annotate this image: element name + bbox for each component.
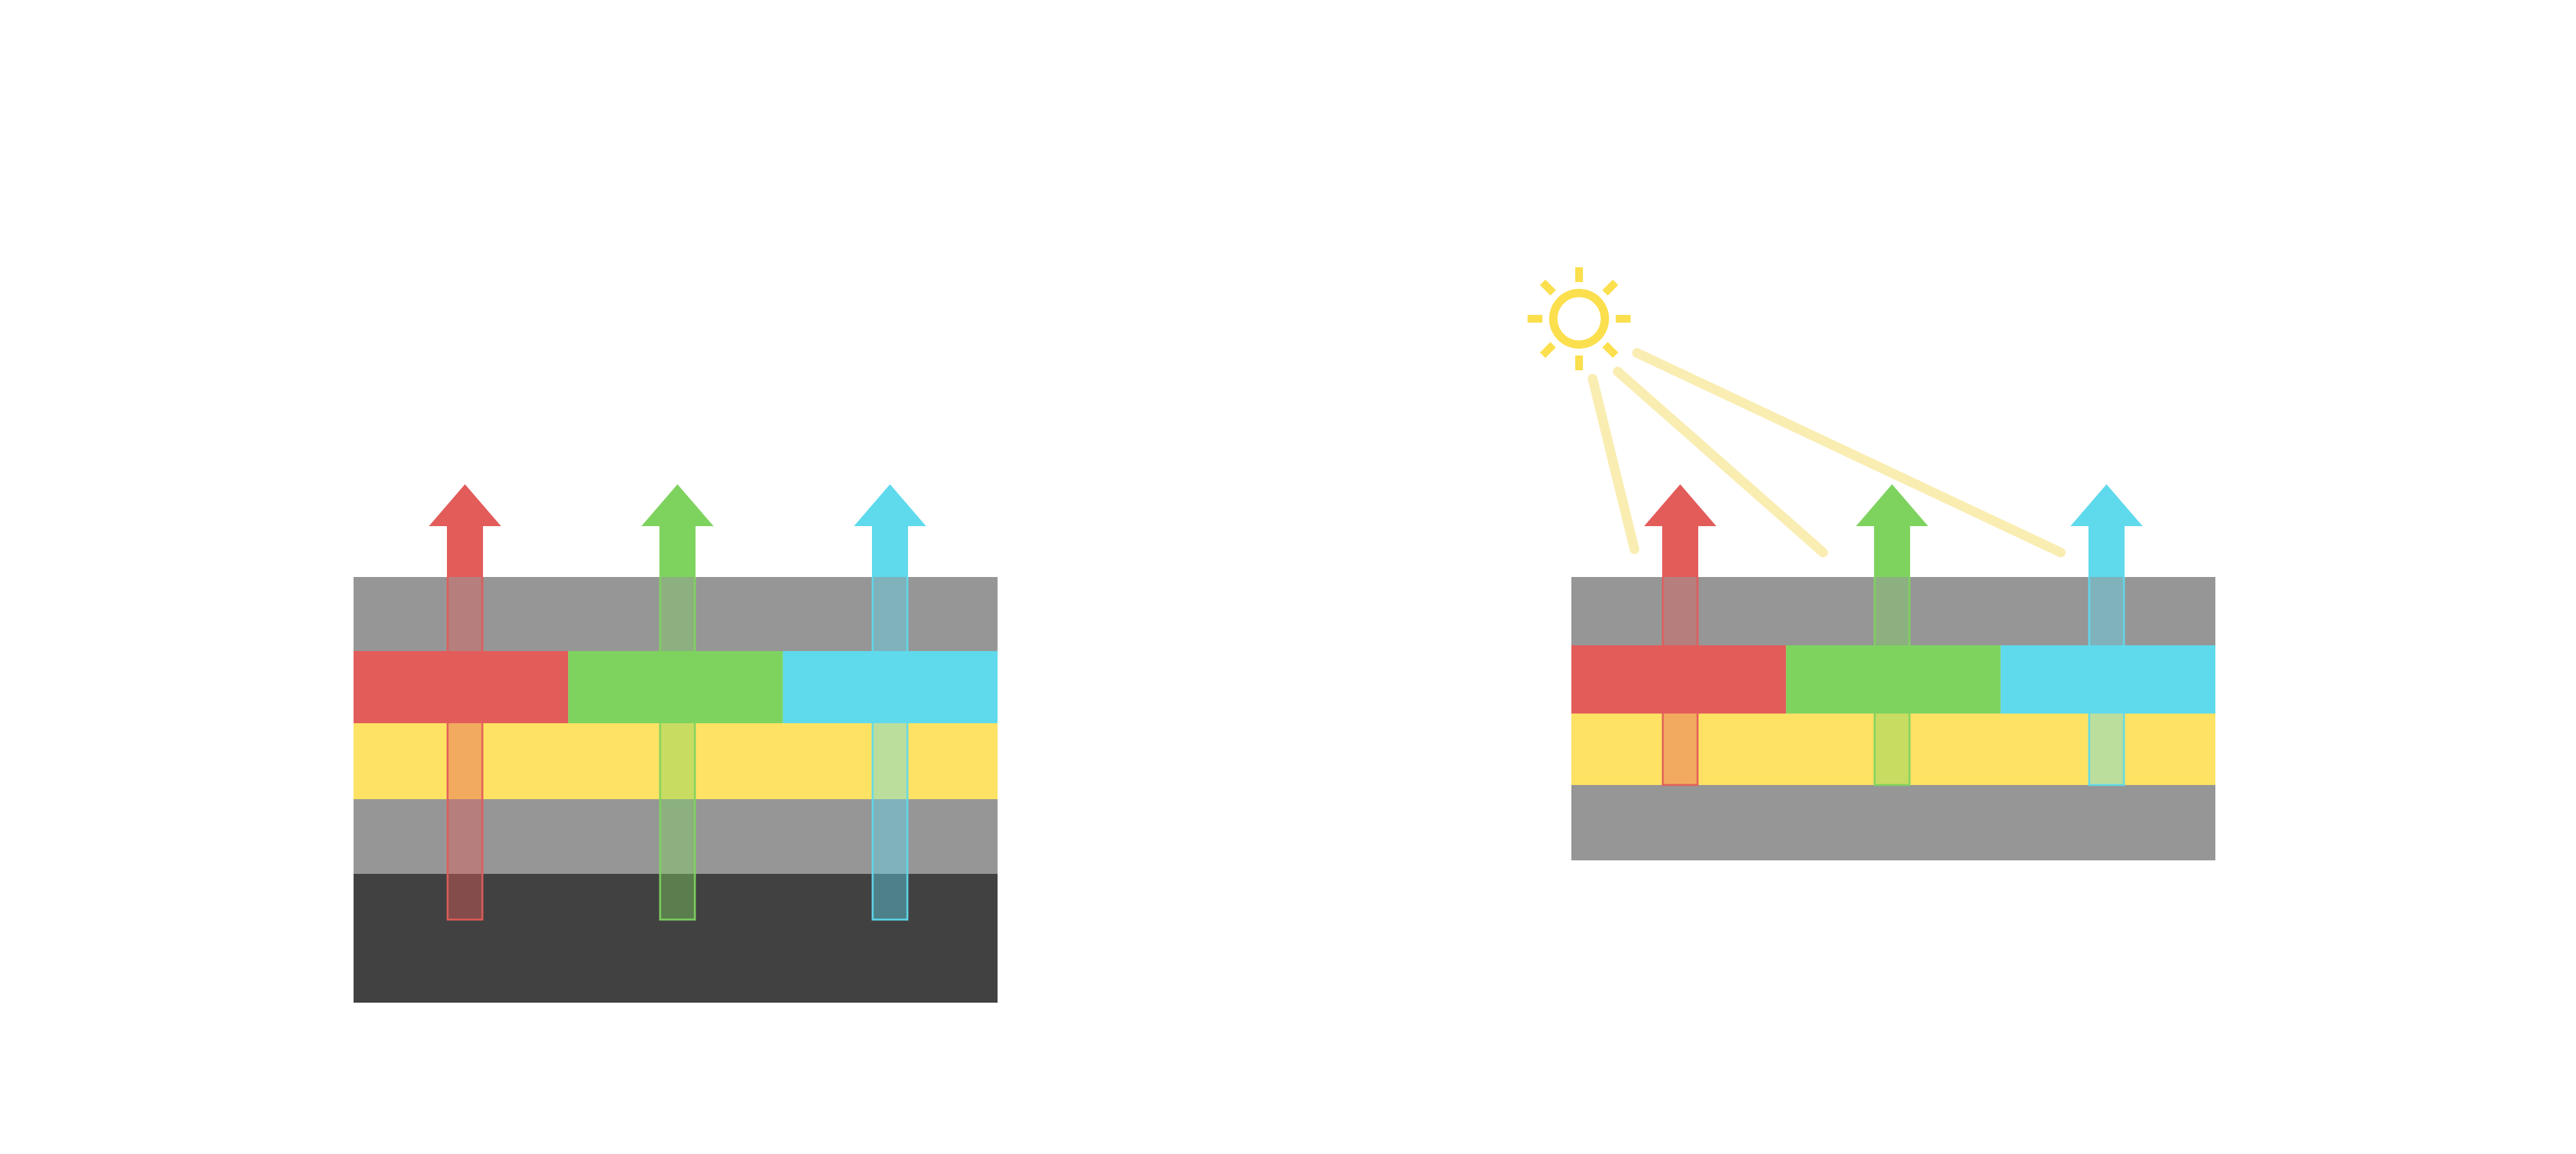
top-gray-layer xyxy=(354,577,998,651)
red-light-arrow xyxy=(1644,484,1716,786)
green-light-arrow-shaft-outline xyxy=(1873,577,1911,786)
lower-gray-layer xyxy=(354,799,998,874)
sun-beam-shallow xyxy=(1632,348,2066,558)
green-light-arrow-head xyxy=(1856,484,1928,577)
yellow-layer xyxy=(354,723,998,799)
green-light-arrow-head xyxy=(641,484,714,577)
rgb-pixel-layer-red-segment xyxy=(354,651,569,723)
green-light-arrow-shaft-fill xyxy=(1875,577,1909,785)
blue-light-arrow xyxy=(854,484,926,921)
lower-gray-layer xyxy=(1571,785,2215,860)
red-light-arrow xyxy=(429,484,501,921)
red-light-arrow-head xyxy=(429,484,501,577)
red-light-arrow-shaft-outline xyxy=(446,577,484,921)
sun-ray-icon xyxy=(1602,342,1618,358)
green-light-arrow-shaft-outline xyxy=(659,577,696,921)
blue-light-arrow xyxy=(2070,484,2143,786)
green-light-arrow xyxy=(641,484,714,921)
top-gray-layer xyxy=(1571,577,2215,645)
red-light-arrow-shaft-outline xyxy=(1662,577,1699,786)
blue-light-arrow-head xyxy=(2070,484,2143,577)
sun-ray-icon xyxy=(1540,342,1556,358)
rgb-pixel-layer-blue-segment xyxy=(782,651,998,723)
emissive-display-panel xyxy=(354,484,998,1003)
sun-core-circle xyxy=(1549,288,1609,349)
red-light-arrow-shaft-fill xyxy=(1663,577,1698,785)
sun-icon xyxy=(1528,267,1631,370)
blue-light-arrow-shaft-outline xyxy=(871,577,909,921)
sun-ray-icon xyxy=(1540,279,1556,296)
sun-beam-steep xyxy=(1587,374,1640,554)
yellow-layer xyxy=(1571,714,2215,785)
rgb-pixel-layer-red-segment xyxy=(1571,645,1786,714)
sunlit-reflective-display-panel xyxy=(1528,267,2215,860)
sun-beam-middle xyxy=(1613,366,1828,558)
blue-light-arrow-shaft-fill xyxy=(873,577,907,920)
dark-backplane-layer xyxy=(354,874,998,1003)
rgb-pixel-layer-blue-segment xyxy=(2000,645,2215,714)
blue-light-arrow-shaft-fill xyxy=(2089,577,2124,785)
sun-ray-icon xyxy=(1602,279,1618,296)
rgb-pixel-layer-green-segment xyxy=(1786,645,2001,714)
green-light-arrow-shaft-fill xyxy=(660,577,695,920)
red-light-arrow-head xyxy=(1644,484,1716,577)
red-light-arrow-shaft-fill xyxy=(448,577,482,920)
green-light-arrow xyxy=(1856,484,1928,786)
rgb-pixel-layer-green-segment xyxy=(568,651,783,723)
blue-light-arrow-head xyxy=(854,484,926,577)
blue-light-arrow-shaft-outline xyxy=(2088,577,2125,786)
